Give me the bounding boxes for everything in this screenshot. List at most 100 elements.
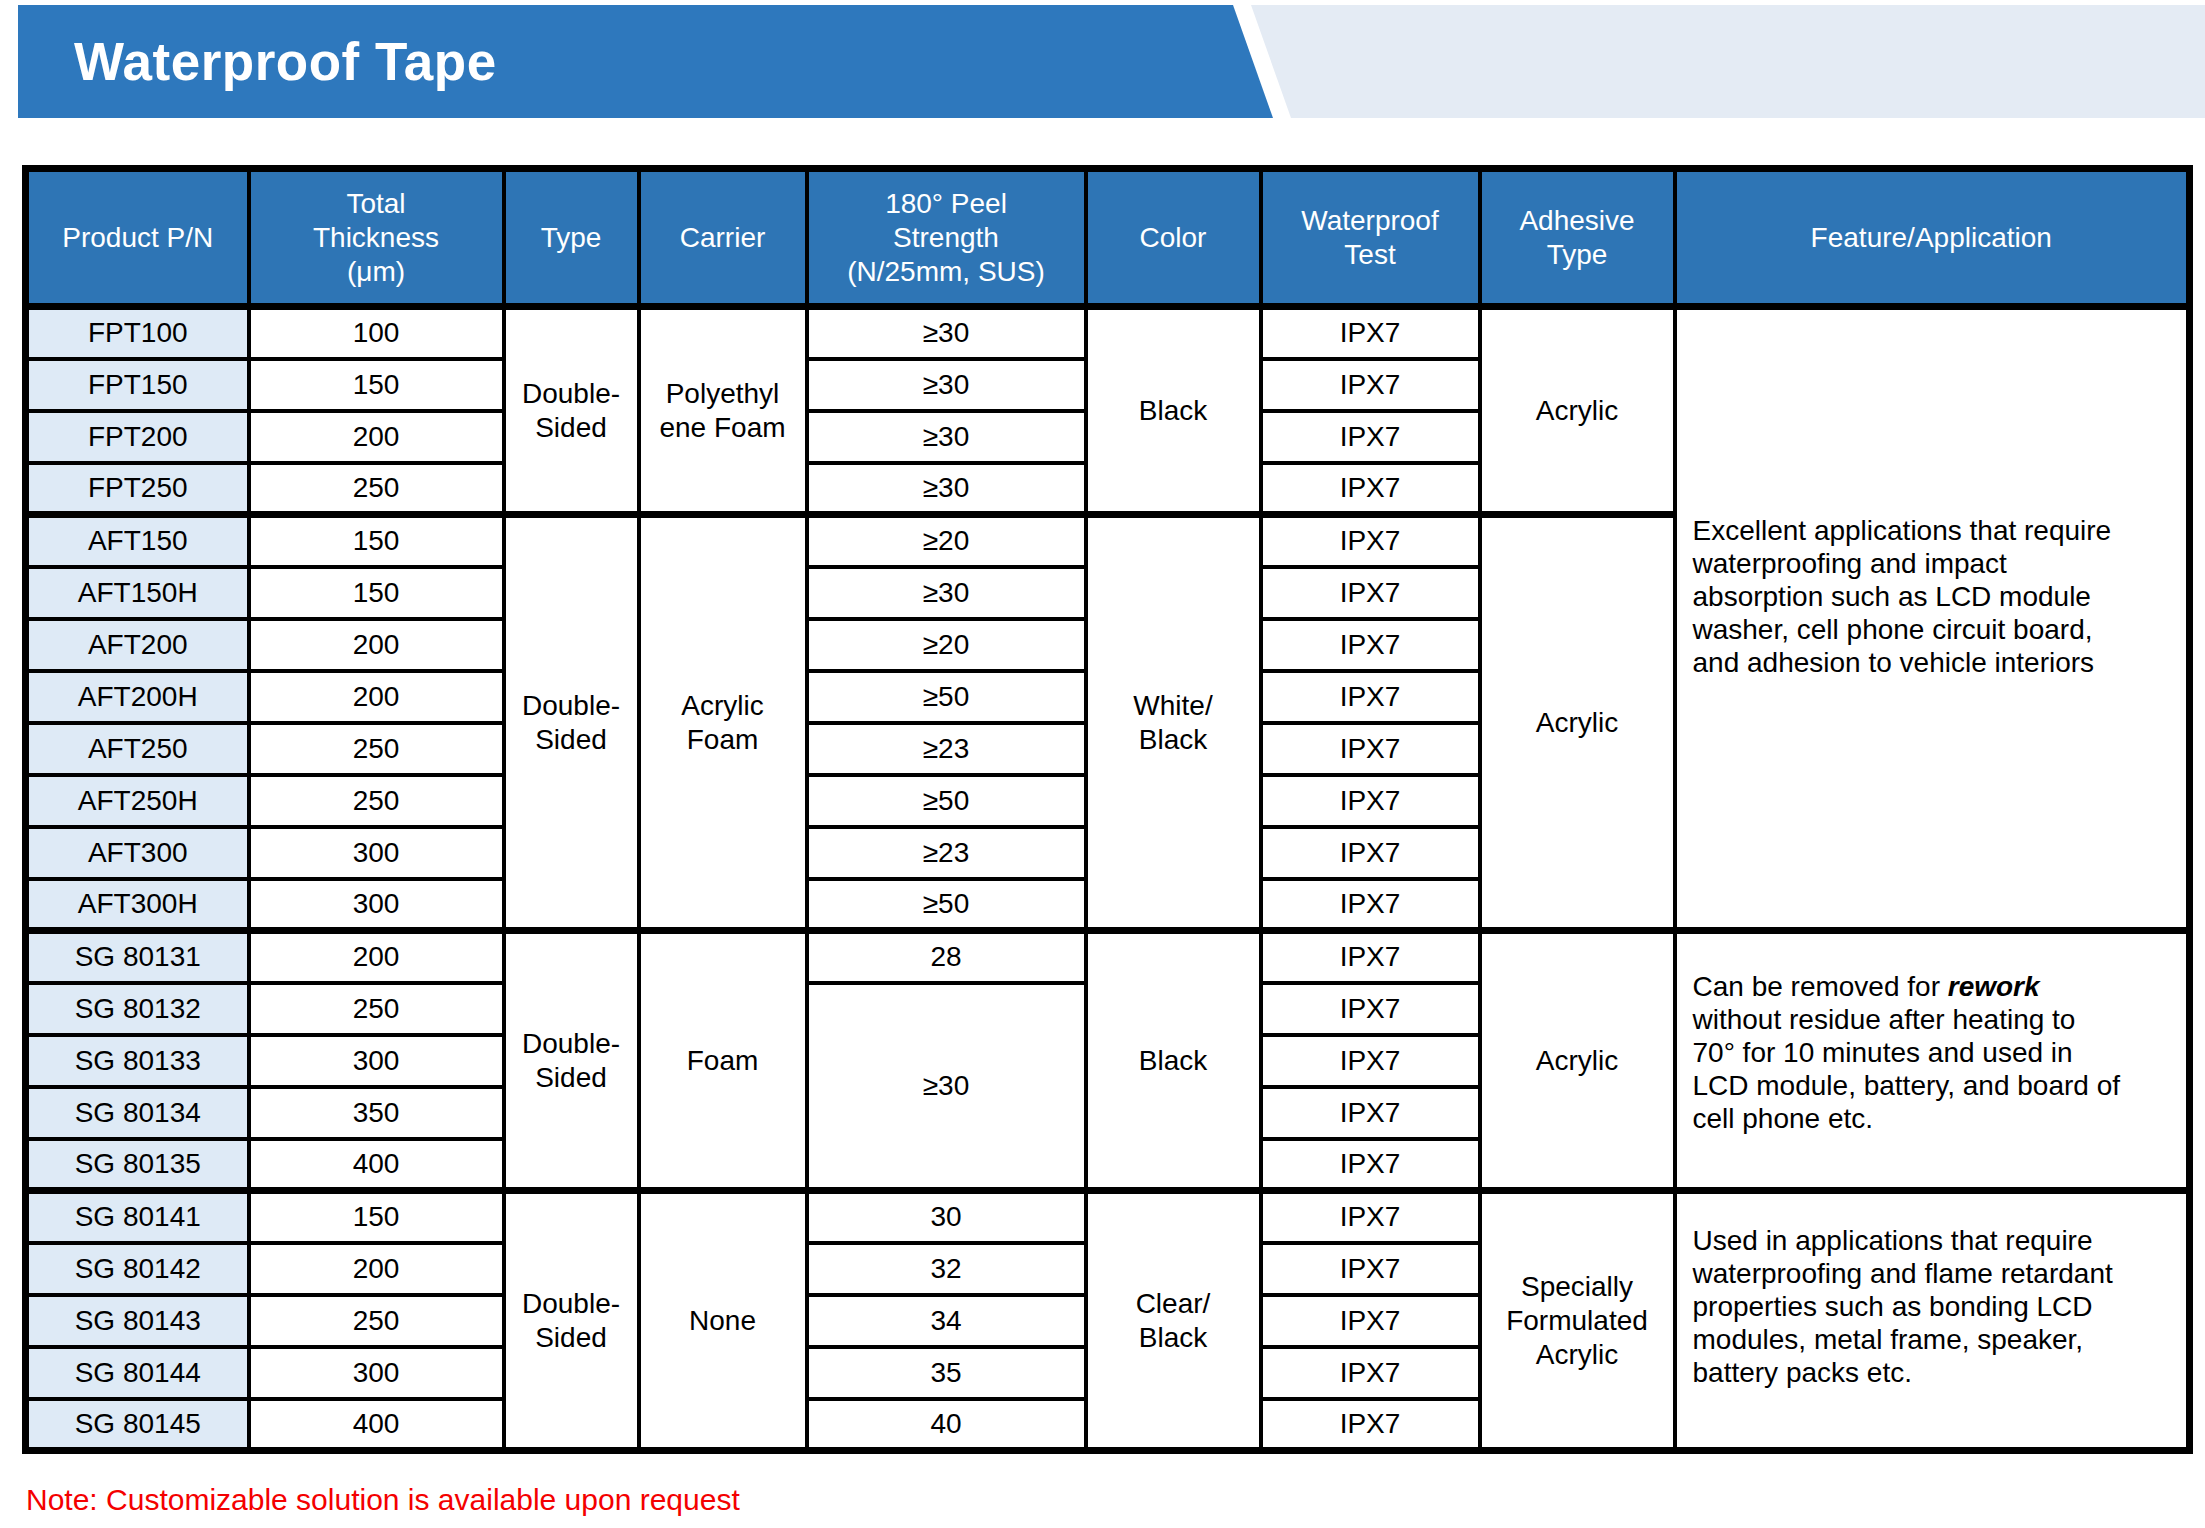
cell-color: Black [1086, 931, 1261, 1191]
cell-carrier: Acrylic Foam [639, 515, 807, 931]
cell-peel: ≥30 [807, 983, 1086, 1191]
feature-text-rework: rework [1948, 971, 2040, 1002]
cell-feature-application: Used in applications that require waterp… [1675, 1191, 2190, 1451]
col-header-type: Type [504, 169, 639, 307]
cell-waterproof-test: IPX7 [1261, 1139, 1480, 1191]
cell-product-pn: SG 80145 [26, 1399, 249, 1451]
cell-waterproof-test: IPX7 [1261, 931, 1480, 983]
cell-thickness: 250 [249, 723, 504, 775]
cell-thickness: 150 [249, 567, 504, 619]
page: { "banner": { "title": "Waterproof Tape"… [0, 0, 2205, 1528]
cell-product-pn: AFT300H [26, 879, 249, 931]
cell-carrier: Polyethylene Foam [639, 307, 807, 515]
table-row: SG 80131 200 Double-Sided Foam 28 Black … [26, 931, 2190, 983]
feature-text-post: without residue after heating to 70° for… [1693, 1004, 2121, 1134]
cell-thickness: 200 [249, 671, 504, 723]
cell-peel: ≥50 [807, 879, 1086, 931]
cell-product-pn: AFT250H [26, 775, 249, 827]
cell-type: Double-Sided [504, 515, 639, 931]
cell-peel: 32 [807, 1243, 1086, 1295]
cell-peel: ≥50 [807, 671, 1086, 723]
cell-thickness: 400 [249, 1139, 504, 1191]
cell-product-pn: AFT200 [26, 619, 249, 671]
cell-thickness: 250 [249, 1295, 504, 1347]
cell-peel: ≥30 [807, 463, 1086, 515]
cell-peel: ≥30 [807, 359, 1086, 411]
cell-peel: 34 [807, 1295, 1086, 1347]
cell-adhesive: Acrylic [1480, 931, 1675, 1191]
feature-text-pre: Can be removed for [1693, 971, 1948, 1002]
cell-waterproof-test: IPX7 [1261, 515, 1480, 567]
cell-waterproof-test: IPX7 [1261, 411, 1480, 463]
col-header-waterproof-test: Waterproof Test [1261, 169, 1480, 307]
cell-product-pn: SG 80144 [26, 1347, 249, 1399]
feature-text: Used in applications that require waterp… [1693, 1224, 2135, 1389]
cell-thickness: 150 [249, 359, 504, 411]
table-row: FPT100 100 Double-Sided Polyethylene Foa… [26, 307, 2190, 359]
cell-adhesive: Acrylic [1480, 307, 1675, 515]
cell-peel: ≥30 [807, 307, 1086, 359]
page-title: Waterproof Tape [74, 5, 497, 118]
col-header-feature-application: Feature/Application [1675, 169, 2190, 307]
cell-type: Double-Sided [504, 1191, 639, 1451]
cell-waterproof-test: IPX7 [1261, 983, 1480, 1035]
cell-thickness: 300 [249, 827, 504, 879]
cell-thickness: 200 [249, 411, 504, 463]
header-row: Product P/N Total Thickness (μm) Type Ca… [26, 169, 2190, 307]
cell-waterproof-test: IPX7 [1261, 723, 1480, 775]
cell-thickness: 300 [249, 1035, 504, 1087]
cell-peel: ≥30 [807, 411, 1086, 463]
cell-feature-application: Excellent applications that require wate… [1675, 307, 2190, 931]
cell-feature-application: Can be removed for rework without residu… [1675, 931, 2190, 1191]
cell-peel: ≥20 [807, 515, 1086, 567]
cell-waterproof-test: IPX7 [1261, 1399, 1480, 1451]
cell-product-pn: AFT300 [26, 827, 249, 879]
cell-product-pn: FPT100 [26, 307, 249, 359]
col-header-peel-strength: 180° Peel Strength (N/25mm, SUS) [807, 169, 1086, 307]
cell-color: Black [1086, 307, 1261, 515]
cell-waterproof-test: IPX7 [1261, 1087, 1480, 1139]
feature-text: Can be removed for rework without residu… [1693, 970, 2121, 1135]
cell-product-pn: SG 80131 [26, 931, 249, 983]
cell-waterproof-test: IPX7 [1261, 307, 1480, 359]
cell-product-pn: AFT200H [26, 671, 249, 723]
cell-peel: ≥23 [807, 723, 1086, 775]
cell-thickness: 250 [249, 775, 504, 827]
cell-peel: ≥50 [807, 775, 1086, 827]
cell-product-pn: AFT150H [26, 567, 249, 619]
cell-peel: 30 [807, 1191, 1086, 1243]
cell-color: White/Black [1086, 515, 1261, 931]
cell-product-pn: SG 80143 [26, 1295, 249, 1347]
waterproof-tape-spec-table: Product P/N Total Thickness (μm) Type Ca… [22, 165, 2193, 1454]
cell-thickness: 100 [249, 307, 504, 359]
cell-thickness: 300 [249, 879, 504, 931]
col-header-carrier: Carrier [639, 169, 807, 307]
cell-thickness: 150 [249, 1191, 504, 1243]
cell-product-pn: SG 80132 [26, 983, 249, 1035]
cell-carrier: None [639, 1191, 807, 1451]
cell-waterproof-test: IPX7 [1261, 775, 1480, 827]
cell-waterproof-test: IPX7 [1261, 359, 1480, 411]
col-header-product-pn: Product P/N [26, 169, 249, 307]
cell-product-pn: SG 80141 [26, 1191, 249, 1243]
cell-thickness: 200 [249, 1243, 504, 1295]
cell-product-pn: FPT250 [26, 463, 249, 515]
cell-peel: 28 [807, 931, 1086, 983]
cell-peel: ≥30 [807, 567, 1086, 619]
cell-waterproof-test: IPX7 [1261, 879, 1480, 931]
cell-waterproof-test: IPX7 [1261, 619, 1480, 671]
cell-waterproof-test: IPX7 [1261, 1347, 1480, 1399]
cell-waterproof-test: IPX7 [1261, 1191, 1480, 1243]
cell-type: Double-Sided [504, 307, 639, 515]
col-header-adhesive-type: Adhesive Type [1480, 169, 1675, 307]
cell-waterproof-test: IPX7 [1261, 567, 1480, 619]
cell-waterproof-test: IPX7 [1261, 671, 1480, 723]
cell-carrier: Foam [639, 931, 807, 1191]
cell-thickness: 150 [249, 515, 504, 567]
col-header-color: Color [1086, 169, 1261, 307]
cell-color: Clear/Black [1086, 1191, 1261, 1451]
cell-peel: ≥20 [807, 619, 1086, 671]
cell-waterproof-test: IPX7 [1261, 1035, 1480, 1087]
cell-product-pn: SG 80133 [26, 1035, 249, 1087]
cell-product-pn: AFT250 [26, 723, 249, 775]
